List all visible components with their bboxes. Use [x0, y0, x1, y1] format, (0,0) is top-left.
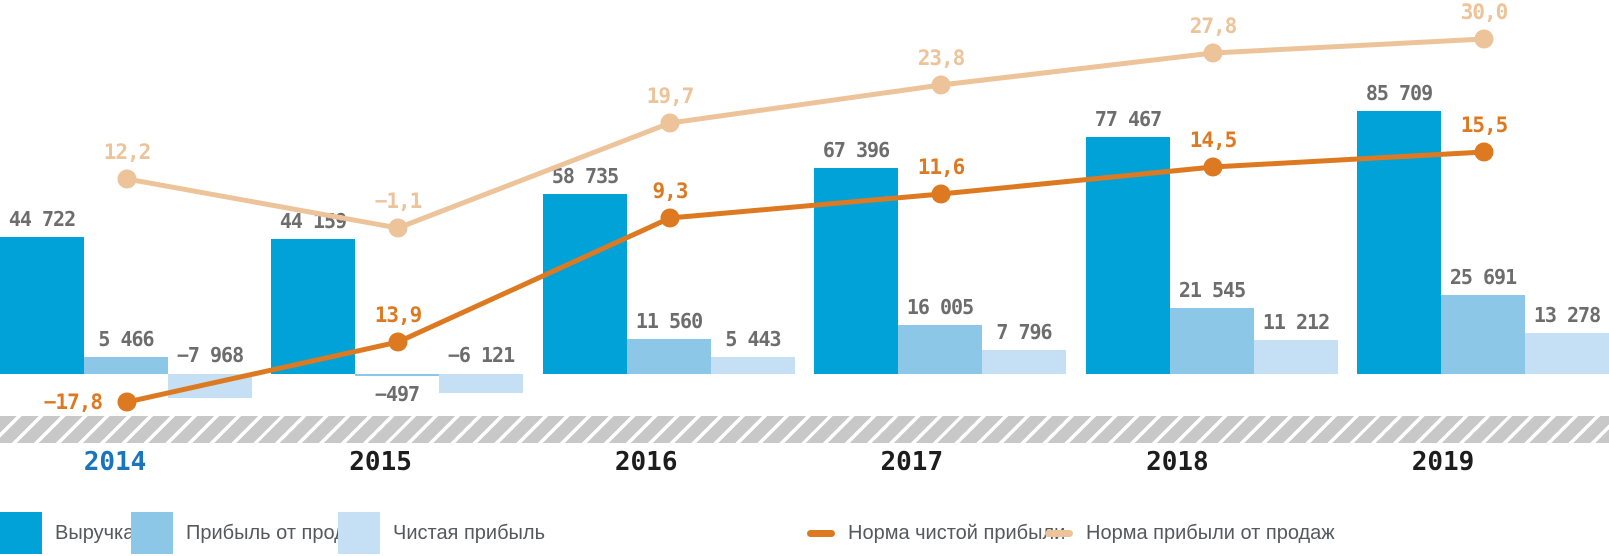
legend-label-revenue: Выручка: [55, 521, 135, 544]
bar-net-profit-2019: [1525, 333, 1609, 374]
point-sales-margin-2014: [117, 169, 137, 189]
bar-label-net-profit-2018: 11 212: [1262, 310, 1330, 334]
line-label-net-margin-2019: 15,5: [1460, 113, 1509, 137]
x-axis-label-2019: 2019: [1411, 447, 1475, 477]
bar-label-net-profit-2015: −6 121: [447, 343, 515, 367]
point-net-margin-2016: [660, 208, 680, 228]
line-label-sales-margin-2017: 23,8: [917, 46, 966, 70]
legend-label-net-profit: Чистая прибыль: [393, 521, 545, 544]
line-label-sales-margin-2016: 19,7: [646, 84, 695, 108]
line-label-net-margin-2017: 11,6: [917, 155, 966, 179]
bar-label-sales-profit-2017: 16 005: [906, 295, 974, 319]
bar-net-profit-2018: [1254, 340, 1338, 374]
bar-label-revenue-2014: 44 722: [8, 207, 76, 231]
bar-net-profit-2016: [711, 357, 795, 374]
bar-sales-profit-2015: [355, 374, 439, 376]
point-sales-margin-2019: [1474, 29, 1494, 49]
legend-label-sales-profit: Прибыль от продаж: [186, 521, 371, 544]
bar-net-profit-2014: [168, 374, 252, 398]
line-label-net-margin-2018: 14,5: [1189, 128, 1238, 152]
line-label-net-margin-2014: −17,8: [43, 390, 103, 414]
bar-label-net-profit-2017: 7 796: [996, 320, 1052, 344]
legend-item-sales-profit: Прибыль от продаж: [131, 511, 370, 555]
legend-swatch-sales-margin-line: [1045, 529, 1073, 537]
point-sales-margin-2018: [1203, 43, 1223, 63]
legend-item-sales-margin: Норма прибыли от продаж: [1045, 511, 1335, 555]
line-label-sales-margin-2019: 30,0: [1460, 0, 1509, 24]
legend-swatch-revenue: [0, 512, 42, 554]
x-axis-hatch-strip: [0, 416, 1609, 443]
x-axis-label-2018: 2018: [1146, 447, 1209, 477]
line-label-sales-margin-2018: 27,8: [1189, 14, 1238, 38]
bar-net-profit-2017: [982, 350, 1066, 374]
x-axis-label-2016: 2016: [614, 447, 678, 477]
legend-label-net-margin: Норма чистой прибыли: [848, 521, 1066, 544]
legend-swatch-net-profit: [338, 512, 380, 554]
bar-label-sales-profit-2018: 21 545: [1178, 278, 1246, 302]
point-net-margin-2018: [1203, 157, 1223, 177]
bar-label-net-profit-2016: 5 443: [725, 327, 781, 351]
point-sales-margin-2017: [931, 75, 951, 95]
legend-swatch-sales-profit: [131, 512, 173, 554]
legend-item-net-profit: Чистая прибыль: [338, 511, 545, 555]
legend-item-net-margin: Норма чистой прибыли: [807, 511, 1065, 555]
bar-revenue-2019: [1357, 111, 1441, 374]
bar-label-revenue-2019: 85 709: [1365, 81, 1433, 105]
x-axis-label-2014: 2014: [83, 447, 147, 477]
bar-label-net-profit-2019: 13 278: [1533, 303, 1601, 327]
line-label-net-margin-2015: 13,9: [374, 303, 423, 327]
bar-revenue-2014: [0, 237, 84, 374]
line-label-sales-margin-2014: 12,2: [103, 140, 152, 164]
bar-label-sales-profit-2019: 25 691: [1449, 265, 1517, 289]
point-net-margin-2017: [931, 184, 951, 204]
bar-net-profit-2015: [439, 374, 523, 393]
point-net-margin-2014: [117, 392, 137, 412]
legend-swatch-net-margin-line: [807, 529, 835, 537]
point-net-margin-2019: [1474, 142, 1494, 162]
x-axis-label-2015: 2015: [349, 447, 412, 477]
line-label-net-margin-2016: 9,3: [652, 179, 689, 203]
x-axis-label-2017: 2017: [880, 447, 944, 477]
legend-label-sales-margin: Норма прибыли от продаж: [1086, 521, 1335, 544]
bar-label-net-profit-2014: −7 968: [176, 343, 244, 367]
legend-item-revenue: Выручка: [0, 511, 134, 555]
line-label-sales-margin-2015: −1,1: [374, 189, 423, 213]
point-sales-margin-2016: [660, 113, 680, 133]
